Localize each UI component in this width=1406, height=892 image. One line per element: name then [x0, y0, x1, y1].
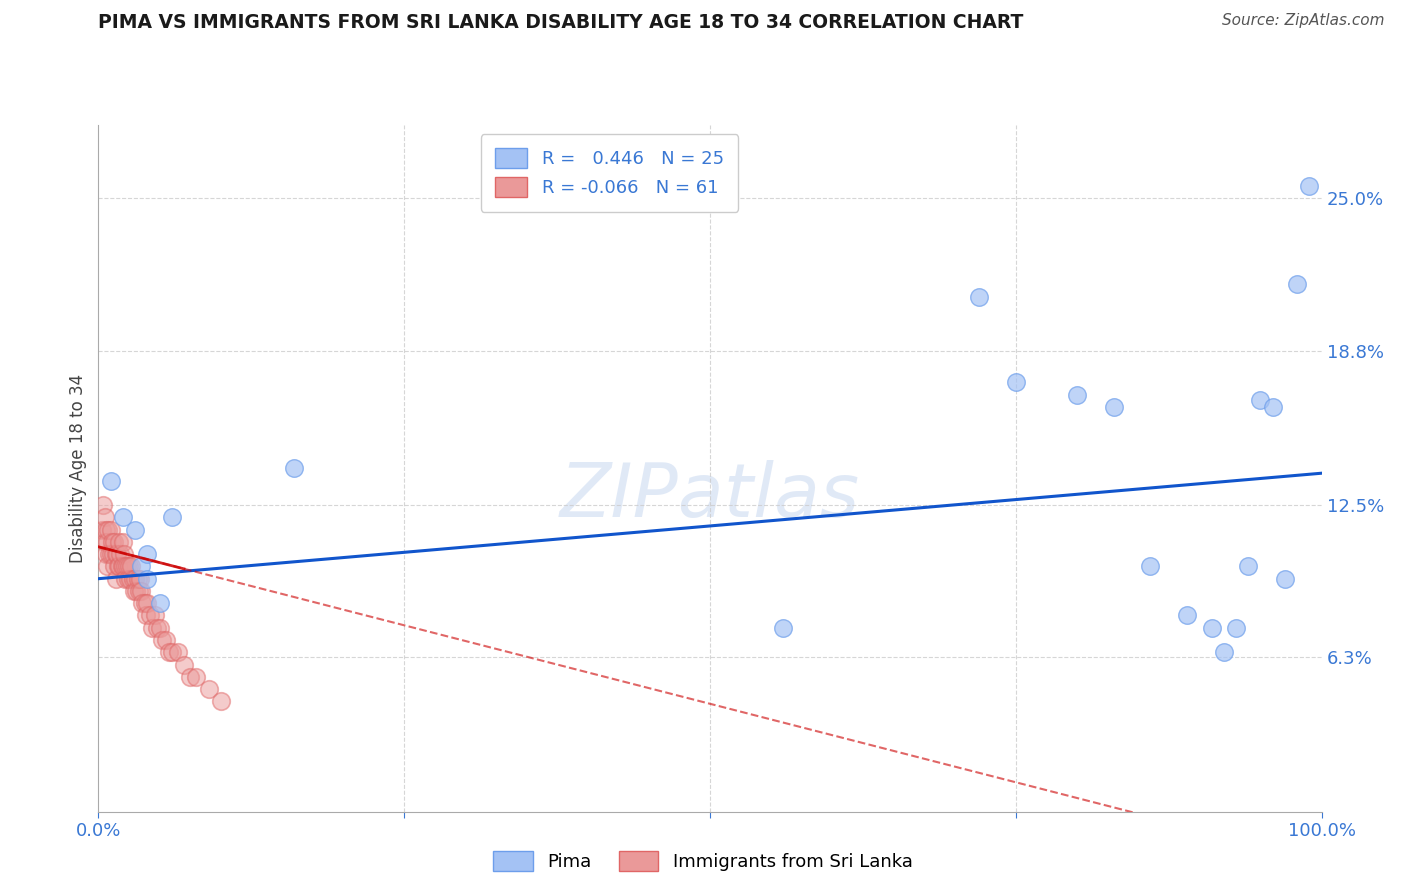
Point	[173, 657, 195, 672]
Point	[103, 534, 125, 549]
Text: PIMA VS IMMIGRANTS FROM SRI LANKA DISABILITY AGE 18 TO 34 CORRELATION CHART: PIMA VS IMMIGRANTS FROM SRI LANKA DISABI…	[98, 13, 1024, 32]
Point	[1004, 376, 1026, 390]
Point	[186, 670, 208, 684]
Point	[1249, 392, 1271, 407]
Point	[115, 559, 138, 574]
Point	[1274, 572, 1296, 586]
Point	[127, 572, 149, 586]
Point	[124, 523, 146, 537]
Point	[134, 596, 156, 610]
Point	[1286, 277, 1309, 292]
Point	[100, 474, 122, 488]
Point	[967, 289, 990, 303]
Point	[155, 633, 177, 648]
Point	[108, 559, 131, 574]
Point	[108, 534, 131, 549]
Point	[101, 534, 124, 549]
Point	[131, 596, 153, 610]
Point	[149, 596, 172, 610]
Point	[112, 547, 135, 561]
Point	[118, 559, 141, 574]
Point	[136, 596, 159, 610]
Point	[94, 523, 117, 537]
Point	[160, 510, 183, 524]
Point	[136, 572, 159, 586]
Point	[103, 559, 125, 574]
Point	[111, 559, 134, 574]
Point	[91, 523, 114, 537]
Point	[283, 461, 305, 475]
Point	[128, 584, 150, 599]
Point	[93, 534, 115, 549]
Point	[105, 547, 128, 561]
Point	[114, 572, 136, 586]
Point	[179, 670, 201, 684]
Point	[209, 694, 232, 708]
Point	[122, 584, 145, 599]
Point	[104, 572, 127, 586]
Point	[141, 621, 163, 635]
Point	[136, 547, 159, 561]
Point	[1201, 621, 1223, 635]
Point	[143, 608, 166, 623]
Legend: Pima, Immigrants from Sri Lanka: Pima, Immigrants from Sri Lanka	[486, 844, 920, 879]
Point	[1175, 608, 1198, 623]
Point	[124, 572, 146, 586]
Point	[1225, 621, 1247, 635]
Point	[160, 645, 183, 659]
Point	[1066, 387, 1088, 401]
Point	[120, 572, 142, 586]
Point	[129, 572, 152, 586]
Text: ZIPatlas: ZIPatlas	[560, 459, 860, 532]
Point	[117, 572, 139, 586]
Point	[150, 633, 173, 648]
Point	[1212, 645, 1234, 659]
Point	[1261, 400, 1284, 414]
Point	[94, 547, 117, 561]
Point	[120, 559, 142, 574]
Point	[125, 584, 148, 599]
Point	[129, 584, 152, 599]
Point	[111, 510, 134, 524]
Point	[110, 547, 132, 561]
Point	[146, 621, 169, 635]
Point	[1139, 559, 1161, 574]
Point	[100, 547, 122, 561]
Point	[1102, 400, 1125, 414]
Point	[111, 559, 134, 574]
Point	[96, 534, 118, 549]
Point	[107, 559, 129, 574]
Text: Source: ZipAtlas.com: Source: ZipAtlas.com	[1222, 13, 1385, 29]
Point	[100, 523, 122, 537]
Point	[93, 510, 115, 524]
Point	[91, 498, 114, 512]
Point	[167, 645, 190, 659]
Point	[197, 681, 219, 696]
Point	[97, 523, 120, 537]
Point	[772, 621, 794, 635]
Point	[129, 559, 152, 574]
Y-axis label: Disability Age 18 to 34: Disability Age 18 to 34	[69, 374, 87, 563]
Point	[98, 547, 121, 561]
Point	[101, 547, 124, 561]
Point	[149, 621, 172, 635]
Point	[139, 608, 162, 623]
Point	[111, 534, 134, 549]
Point	[1298, 179, 1320, 194]
Legend: R =   0.446   N = 25, R = -0.066   N = 61: R = 0.446 N = 25, R = -0.066 N = 61	[481, 134, 738, 211]
Point	[157, 645, 180, 659]
Point	[114, 559, 136, 574]
Point	[135, 608, 157, 623]
Point	[104, 547, 127, 561]
Point	[96, 559, 118, 574]
Point	[121, 572, 143, 586]
Point	[1237, 559, 1260, 574]
